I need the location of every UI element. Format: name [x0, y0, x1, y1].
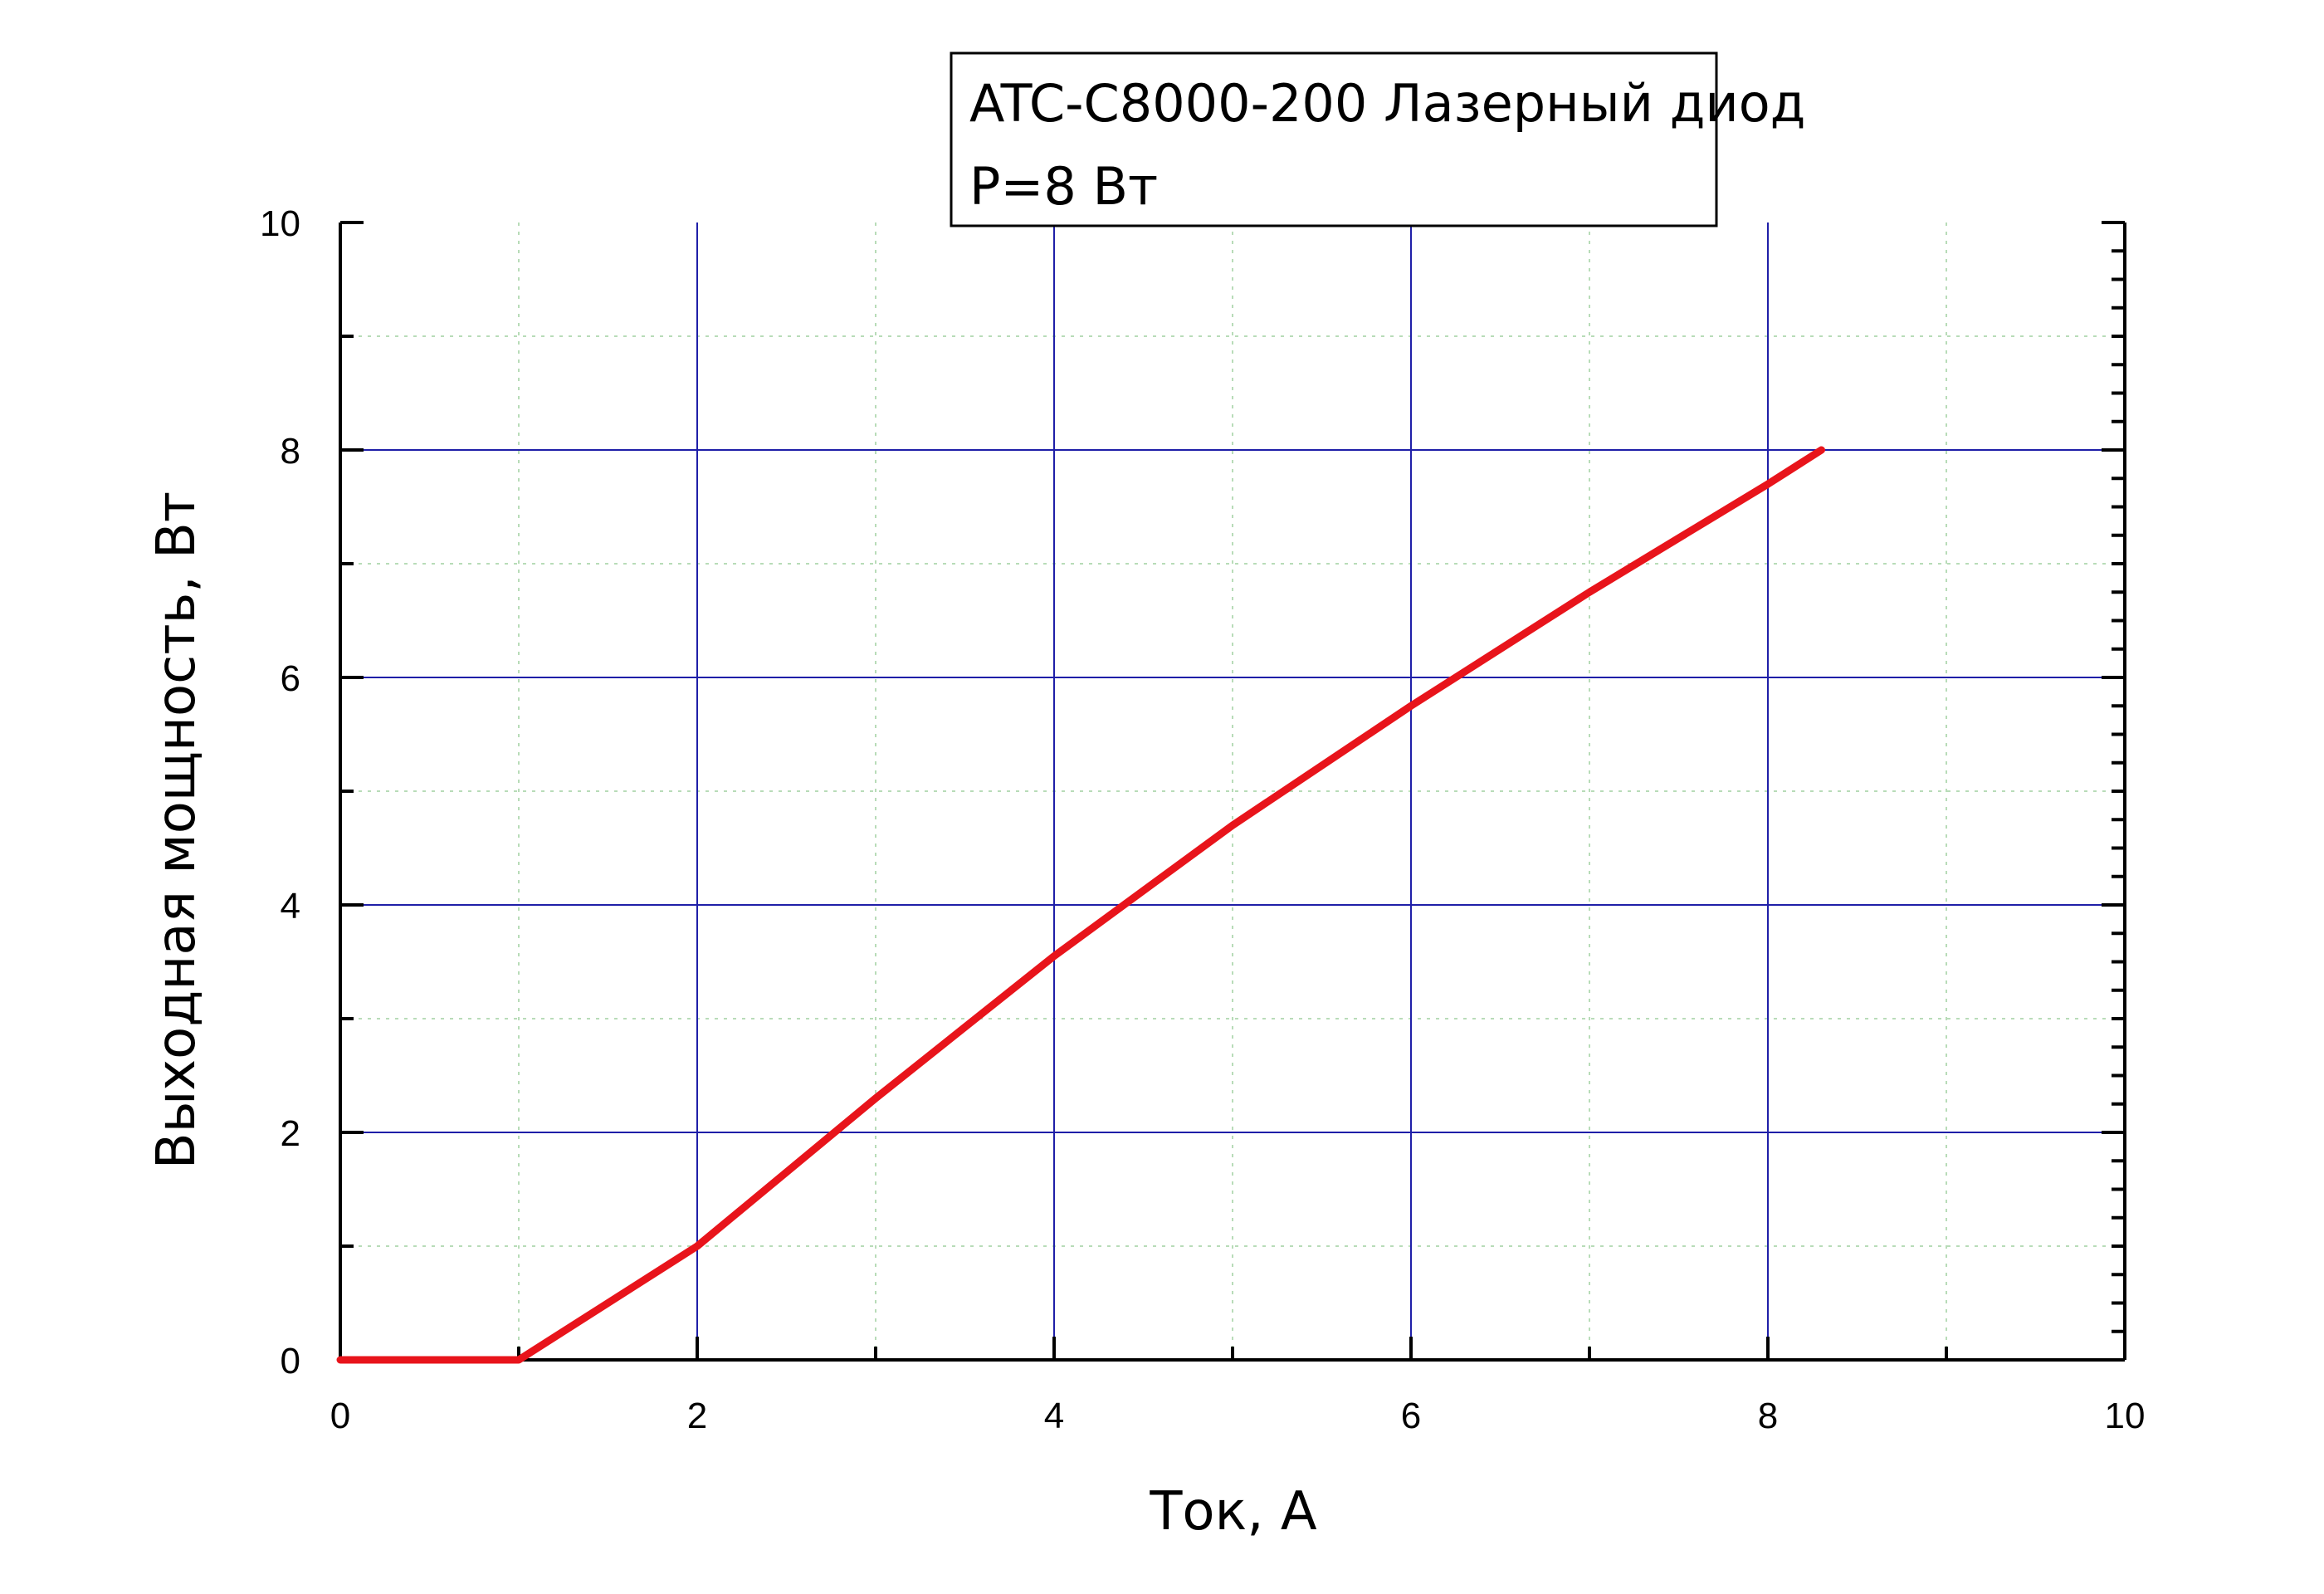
x-axis-title: Ток, А [1149, 1481, 1317, 1543]
y-tick-label: 6 [281, 658, 300, 699]
y-tick-label: 4 [281, 886, 300, 927]
legend-line-2: P=8 Вт [969, 156, 1158, 217]
legend-box [950, 51, 1718, 227]
y-tick-label: 8 [281, 431, 300, 472]
legend: ATC-C8000-200 Лазерный диод P=8 Вт [950, 51, 1806, 227]
y-tick-label: 2 [281, 1113, 300, 1154]
series-layer [336, 446, 1825, 1364]
x-tick-label: 0 [330, 1396, 350, 1436]
major-grid [340, 222, 2125, 1360]
x-tick-label: 4 [1044, 1396, 1064, 1436]
series-line [336, 446, 1825, 1364]
minor-grid [340, 222, 2125, 1360]
x-tick-label: 6 [1401, 1396, 1421, 1436]
y-tick-label: 10 [260, 203, 300, 244]
tick-labels: 0 2 4 6 8 10 0 2 4 6 8 10 [260, 203, 2145, 1436]
x-tick-label: 2 [687, 1396, 707, 1436]
y-axis-title: Выходная мощность, Вт [146, 491, 208, 1169]
x-tick-label: 8 [1758, 1396, 1778, 1436]
x-tick-label: 10 [2105, 1396, 2146, 1436]
y-tick-label: 0 [281, 1341, 300, 1381]
legend-line-1: ATC-C8000-200 Лазерный диод [969, 73, 1806, 134]
